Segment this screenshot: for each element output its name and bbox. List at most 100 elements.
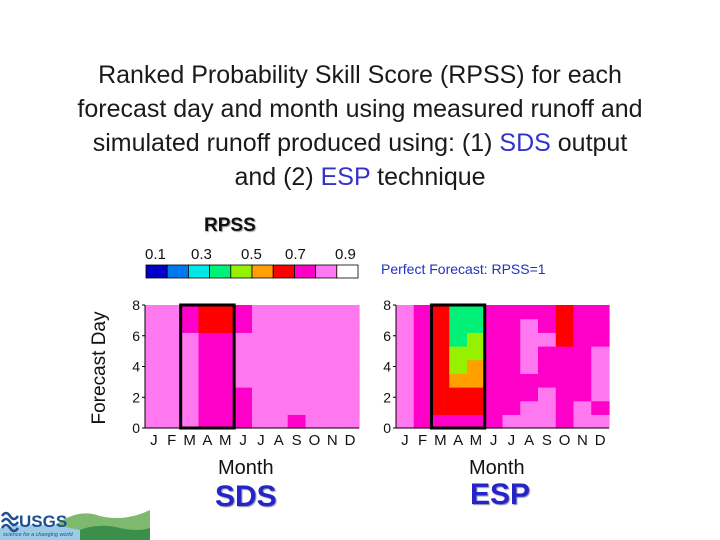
sds-heatmap-cell (287, 414, 307, 429)
esp-y-tick-label: 0 (383, 420, 391, 436)
colorbar-swatch (336, 264, 359, 279)
esp-heatmap-cell (449, 387, 468, 402)
slide-title: Ranked Probability Skill Score (RPSS) fo… (20, 58, 700, 194)
esp-heatmap-cell (573, 400, 592, 415)
sds-heatmap-cell (269, 387, 289, 402)
colorbar-tick-label: 0.5 (241, 246, 262, 263)
sds-heatmap-cell (269, 414, 289, 429)
sds-heatmap-cell (216, 387, 235, 402)
sds-heatmap-cell (180, 373, 200, 388)
sds-heatmap-cell (323, 332, 342, 347)
esp-heatmap-cell (591, 346, 610, 361)
sds-heatmap-cell (252, 373, 271, 388)
esp-heatmap-cell (449, 373, 468, 388)
sds-heatmap-cell (341, 400, 360, 415)
sds-x-tick-label: M (183, 432, 196, 449)
sds-x-axis-label: Month (218, 457, 274, 479)
esp-heatmap-cell (413, 414, 433, 429)
esp-heatmap-cell (449, 332, 468, 347)
esp-heatmap-cell (502, 318, 521, 333)
sds-heatmap-cell (269, 373, 289, 388)
sds-heatmap-cell (234, 373, 253, 388)
sds-heatmap-cell (341, 359, 360, 374)
esp-heatmap-cell (413, 387, 433, 402)
sds-heatmap-cell (323, 359, 342, 374)
esp-heatmap-cell (538, 346, 557, 361)
esp-heatmap-cell (520, 332, 539, 347)
sds-heatmap-cell (305, 414, 324, 429)
sds-heatmap-cell (180, 318, 200, 333)
esp-heatmap-cell (484, 359, 504, 374)
sds-heatmap-cell (287, 373, 307, 388)
esp-heatmap-cell (449, 318, 468, 333)
colorbar-swatch (145, 264, 168, 279)
sds-y-tick-label: 4 (132, 359, 140, 375)
esp-heatmap-cell (591, 400, 610, 415)
esp-heatmap-cell (555, 346, 575, 361)
esp-x-tick-label: N (577, 432, 588, 449)
sds-heatmap-cell (198, 387, 217, 402)
sds-heatmap-cell (145, 373, 164, 388)
sds-heatmap-cell (180, 400, 200, 415)
esp-heatmap-cell (467, 332, 486, 347)
esp-heatmap-cell (467, 305, 486, 320)
esp-x-tick-label: J (490, 432, 498, 449)
esp-heatmap-cell (555, 414, 575, 429)
esp-heatmap-cell (538, 400, 557, 415)
sds-x-tick-label: J (150, 432, 158, 449)
sds-heatmap-cell (180, 332, 200, 347)
esp-heatmap-cell (538, 387, 557, 402)
esp-heatmap-cell (467, 400, 486, 415)
sds-x-tick-label: J (239, 432, 247, 449)
sds-heatmap-cell (252, 400, 271, 415)
sds-heatmap-cell (287, 387, 307, 402)
esp-heatmap-cell (502, 359, 521, 374)
esp-heatmap-cell (538, 305, 557, 320)
usgs-wave-icon (0, 511, 20, 533)
esp-heatmap-cell (431, 346, 450, 361)
sds-heatmap-cell (269, 400, 289, 415)
esp-heatmap-cell (502, 305, 521, 320)
colorbar-swatch (187, 264, 210, 279)
esp-heatmap-cell (555, 318, 575, 333)
sds-heatmap-cell (162, 346, 182, 361)
sds-heatmap-cell (305, 332, 324, 347)
esp-heatmap-cell (396, 305, 415, 320)
sds-heatmap-cell (341, 414, 360, 429)
sds-heatmap-cell (162, 318, 182, 333)
esp-y-tick-label: 8 (383, 297, 391, 313)
esp-heatmap-cell (467, 359, 486, 374)
sds-heatmap-cell (252, 332, 271, 347)
esp-heatmap-cell (484, 414, 504, 429)
esp-heatmap-cell (591, 414, 610, 429)
esp-x-tick-label: M (434, 432, 447, 449)
esp-heatmap-cell (502, 400, 521, 415)
sds-heatmap-cell (341, 318, 360, 333)
esp-heatmap-cell (502, 387, 521, 402)
esp-heatmap-cell (555, 332, 575, 347)
sds-heatmap-cell (287, 400, 307, 415)
esp-heatmap-cell (573, 305, 592, 320)
esp-highlight-box (430, 303, 487, 430)
esp-heatmap-cell (413, 305, 433, 320)
esp-heatmap-cell (431, 359, 450, 374)
esp-heatmap-cell (538, 318, 557, 333)
sds-heatmap-cell (216, 346, 235, 361)
sds-heatmap-cell (162, 373, 182, 388)
title-line-4-post: technique (370, 163, 486, 191)
sds-heatmap-cell (216, 332, 235, 347)
sds-heatmap-cell (323, 318, 342, 333)
sds-heatmap-cell (216, 400, 235, 415)
sds-panel-name: SDS (215, 480, 277, 513)
sds-heatmap-cell (252, 387, 271, 402)
sds-heatmap-cell (162, 305, 182, 320)
colorbar-swatch (315, 264, 338, 279)
esp-heatmap-cell (520, 346, 539, 361)
sds-heatmap-cell (234, 332, 253, 347)
sds-y-tick-label: 0 (132, 420, 140, 436)
esp-heatmap-cell (484, 387, 504, 402)
esp-x-tick-label: J (508, 432, 516, 449)
esp-heatmap-cell (573, 373, 592, 388)
esp-heatmap-cell (538, 373, 557, 388)
